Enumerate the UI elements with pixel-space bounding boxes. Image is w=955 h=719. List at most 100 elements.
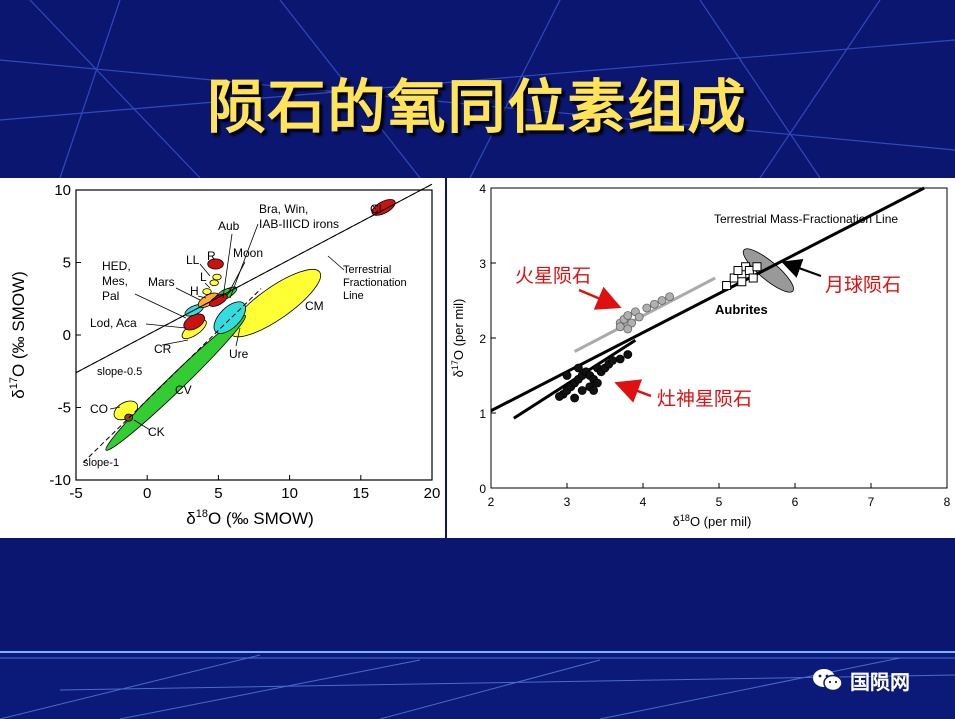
label-cv: CV [175, 383, 192, 397]
right-plot-frame [490, 187, 948, 489]
mars-meteorite-label: 火星陨石 [515, 265, 591, 287]
label-pal: Pal [102, 289, 119, 303]
label-h: H [190, 284, 199, 298]
point-aubrites-4 [744, 266, 754, 275]
point-aubrites-0 [722, 281, 732, 290]
x-tick-label: 3 [564, 495, 571, 509]
point-vesta-16 [570, 393, 579, 403]
label-ure: Ure [229, 347, 249, 361]
label-r: R [207, 249, 216, 263]
point-mars-5 [615, 322, 625, 332]
point-vesta-15 [623, 350, 633, 359]
right-chart-panel: 2 3 4 5 6 7 8 0 1 2 3 4 δ18O (per mil) δ17O (per mi… [447, 178, 955, 538]
point-mars-9 [657, 296, 667, 305]
point-vesta-21 [562, 371, 572, 380]
point-aubrites-5 [748, 273, 758, 283]
x-tick-label: 2 [488, 495, 495, 509]
watermark-text: 国陨网 [850, 669, 910, 694]
label-co: CO [90, 402, 108, 416]
y-tick-label: 10 [54, 182, 71, 199]
point-mars-6 [623, 324, 633, 334]
x-tick-label: 10 [281, 485, 298, 502]
point-vesta-14 [615, 354, 625, 364]
x-tick-label: 7 [868, 495, 875, 509]
left-y-axis-label: δ17O (‰ SMOW) [8, 271, 28, 398]
y-tick-label: 5 [63, 255, 71, 272]
label-aub: Aub [218, 219, 240, 233]
field-l-12 [209, 279, 219, 287]
field-ci-0 [371, 199, 396, 216]
tfl-label: Terrestrial Mass-Fractionation Line [714, 212, 898, 226]
x-tick-label: 0 [143, 485, 151, 502]
label-ck: CK [148, 425, 165, 439]
x-tick-label: 5 [214, 485, 222, 502]
watermark: 国陨网 [812, 664, 910, 696]
point-aubrites-6 [737, 277, 747, 287]
mars-arrow [578, 286, 622, 310]
x-tick-label: 4 [640, 495, 647, 509]
y-tick-label: 0 [479, 482, 486, 496]
x-tick-label: 15 [352, 485, 369, 502]
x-tick-label: 6 [792, 495, 799, 509]
point-mars-11 [634, 312, 644, 322]
line-mars-trend [573, 276, 716, 353]
label-mars: Mars [148, 275, 175, 289]
page-title: 陨石的氧同位素组成 [207, 73, 748, 141]
left-chart-panel: -5 0 5 10 15 20 -10 -5 0 5 10 δ18O (‰ SMOW) δ17O (… [0, 178, 445, 538]
y-tick-label: -10 [49, 472, 71, 489]
x-tick-label: 8 [944, 495, 951, 509]
right-x-axis-label: δ18O (per mil) [673, 513, 752, 529]
label-cr: CR [154, 342, 172, 356]
point-vesta-20 [555, 392, 564, 401]
label-ll: LL [186, 253, 200, 267]
field-ll-13 [212, 273, 222, 281]
point-mars-8 [649, 299, 659, 309]
slope-half-label: slope-0.5 [97, 366, 142, 378]
point-mars-2 [623, 311, 633, 320]
y-tick-label: 3 [479, 257, 486, 271]
y-tick-label: 1 [479, 407, 486, 421]
label-iab-irons: IAB-IIICD irons [259, 217, 339, 231]
vesta-arrow [614, 379, 652, 403]
point-vesta-23 [589, 386, 599, 395]
point-vesta-19 [592, 378, 602, 388]
field-ure-7 [213, 301, 247, 334]
field-h-11 [202, 288, 212, 295]
left-leader-lines [109, 204, 377, 431]
point-mars-7 [642, 303, 652, 313]
point-aubrites-1 [729, 273, 739, 283]
label-lod-aca: Lod, Aca [90, 316, 137, 330]
line-slope-0-5 [75, 183, 433, 374]
label-l: L [200, 270, 207, 284]
right-oxygen-isotope-chart: 2 3 4 5 6 7 8 0 1 2 3 4 δ18O (per mil) δ17O (per mi… [450, 182, 951, 529]
point-aubrites-8 [733, 266, 743, 275]
x-tick-label: 5 [716, 495, 723, 509]
right-y-axis-label: δ17O (per mil) [450, 299, 466, 378]
vesta-meteorite-label: 灶神星陨石 [657, 388, 752, 410]
moon-arrow [781, 259, 822, 278]
label-hed: HED, [102, 259, 131, 273]
label-cm: CM [305, 299, 324, 313]
aubrites-label: Aubrites [715, 302, 768, 317]
y-tick-label: -5 [58, 400, 71, 417]
point-mars-10 [665, 292, 675, 302]
point-vesta-22 [573, 363, 583, 373]
line-slope-1 [82, 288, 262, 463]
point-vesta-17 [577, 386, 587, 395]
left-x-axis-label: δ18O (‰ SMOW) [186, 508, 313, 528]
point-aubrites-7 [752, 262, 762, 272]
terrestrial-label-leader [327, 255, 345, 271]
slope-one-label: slope-1 [83, 457, 119, 469]
y-tick-label: 0 [63, 327, 71, 344]
y-tick-label: 4 [479, 182, 486, 196]
label-bra-win: Bra, Win, [259, 202, 308, 216]
y-tick-label: 2 [479, 332, 486, 346]
x-tick-label: 20 [424, 485, 441, 502]
moon-meteorite-label: 月球陨石 [825, 274, 901, 296]
label-mes: Mes, [102, 274, 128, 288]
field-r-14 [207, 258, 224, 270]
terrestrial-line-label: Terrestrial Fractionation Line [343, 264, 410, 302]
label-moon: Moon [233, 246, 263, 260]
